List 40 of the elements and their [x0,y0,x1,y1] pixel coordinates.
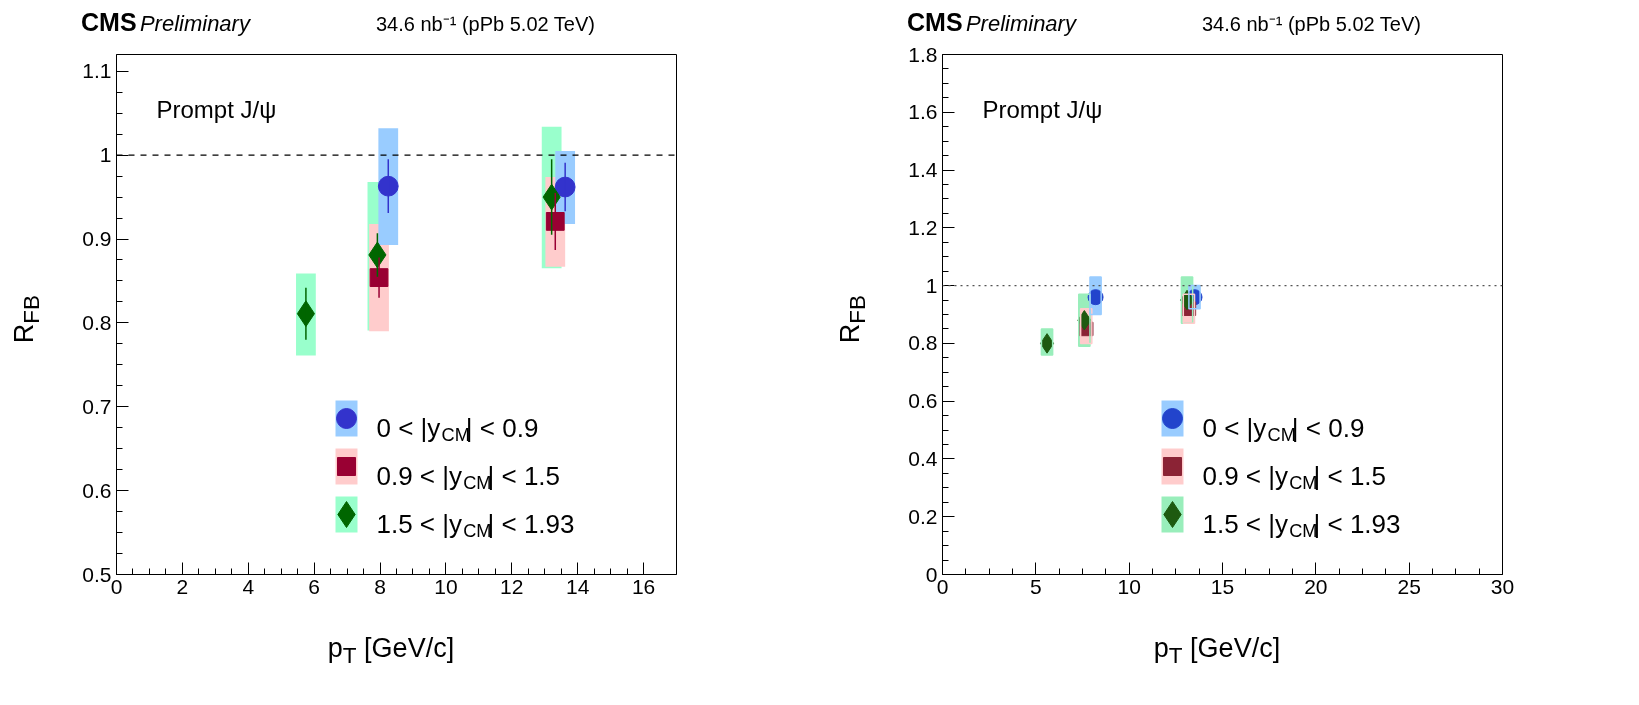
x-tick-label: 2 [176,574,189,598]
x-tick-label: 5 [1029,574,1042,598]
x-axis-title: p$_{T}$ [GeV/c] [326,632,456,671]
x-tick-label: 4 [242,574,255,598]
y-tick-label: 1.1 [82,59,112,83]
text: 34.6 nb⁻¹ (pPb 5.02 TeV) [1202,12,1421,37]
x-tick-label: 30 [1490,574,1515,598]
y-tick-label: 1 [99,143,112,167]
x-tick-label: 15 [1210,574,1235,598]
x-tick-label: 12 [500,574,524,598]
chart-subtitle: Preliminary [965,11,1076,36]
y-tick-label: 1 [925,273,938,297]
y-tick-label: 0.4 [908,446,938,470]
x-tick-label: 10 [1117,574,1141,598]
annotation: Prompt J/ψ [982,96,1103,123]
y-tick-label: 1.2 [908,215,938,239]
y-tick-label: 0.2 [908,504,938,528]
y-tick-label: 0.9 [82,227,112,251]
x-tick-label: 16 [631,574,656,598]
y-tick-label: 0.8 [82,310,112,334]
x-tick-label: 25 [1397,574,1421,598]
x-tick-label: 14 [566,574,590,598]
x-tick-label: 6 [308,574,320,598]
y-tick-label: 0.8 [908,331,938,355]
y-tick-label: 0.7 [82,394,112,418]
annotation: Prompt J/ψ [156,96,277,123]
y-tick-label: 1.6 [908,100,938,124]
x-tick-label: 8 [374,574,386,598]
y-tick-label: 0.5 [82,562,112,586]
y-tick-label: 1.4 [908,158,938,182]
x-tick-label: 20 [1304,574,1328,598]
x-tick-label: 10 [434,574,458,598]
y-tick-label: 0.6 [908,389,938,413]
text: 34.6 nb⁻¹ (pPb 5.02 TeV) [376,12,595,37]
y-tick-label: 0.6 [82,478,112,502]
chart-subtitle: Preliminary [139,11,250,36]
chart-title: CMS [81,8,137,36]
y-tick-label: 1.8 [908,42,938,66]
x-axis-title: p$_{T}$ [GeV/c] [1152,632,1282,671]
chart-title: CMS [907,8,963,36]
